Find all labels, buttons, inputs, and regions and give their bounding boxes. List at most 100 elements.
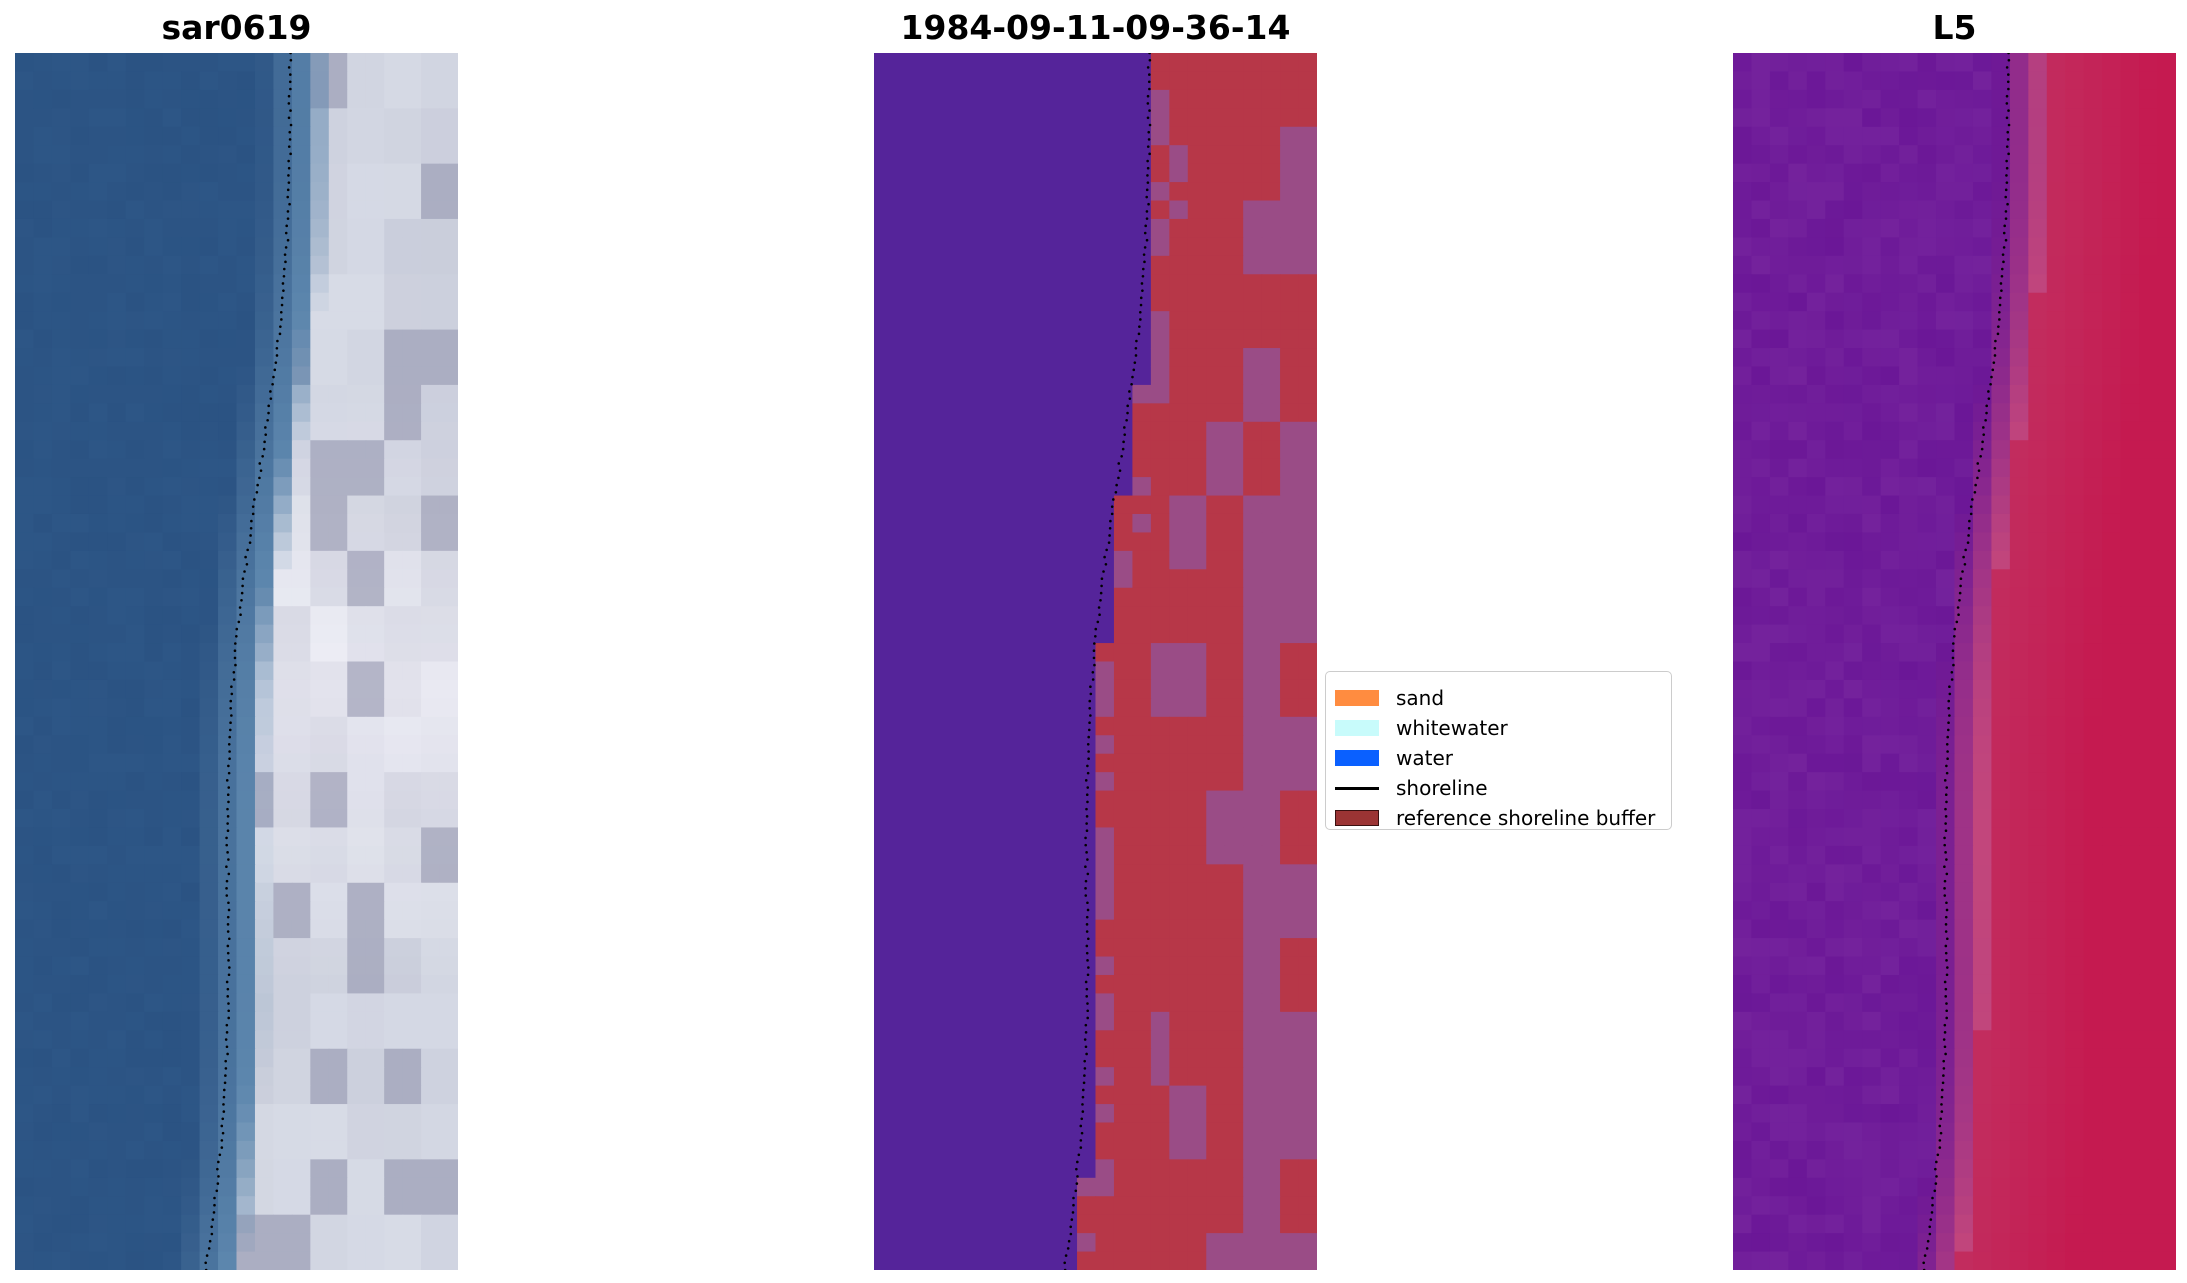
index-pixel bbox=[1843, 145, 1863, 165]
class-pixel bbox=[1298, 809, 1317, 829]
shoreline-point bbox=[1102, 570, 1105, 573]
index-pixel bbox=[1899, 1159, 1919, 1179]
image-pixel bbox=[421, 329, 441, 349]
index-pixel bbox=[1751, 864, 1771, 884]
class-pixel bbox=[1298, 735, 1317, 755]
image-pixel bbox=[384, 864, 404, 884]
image-pixel bbox=[310, 1251, 330, 1270]
image-pixel bbox=[328, 274, 348, 294]
image-pixel bbox=[88, 384, 108, 404]
image-pixel bbox=[88, 624, 108, 644]
image-pixel bbox=[162, 956, 182, 976]
shoreline-point bbox=[221, 1131, 225, 1135]
index-pixel bbox=[2046, 587, 2066, 607]
index-pixel bbox=[1843, 956, 1863, 976]
class-pixel bbox=[1113, 735, 1134, 755]
index-pixel bbox=[1899, 145, 1919, 165]
class-pixel bbox=[1132, 1196, 1152, 1216]
image-pixel bbox=[439, 182, 458, 202]
index-pixel bbox=[1751, 974, 1771, 995]
shoreline-point bbox=[262, 447, 266, 451]
shoreline-point bbox=[1971, 498, 1974, 501]
shoreline-point bbox=[215, 1189, 219, 1193]
class-pixel bbox=[1224, 1085, 1244, 1105]
image-pixel bbox=[384, 679, 404, 699]
image-pixel bbox=[107, 827, 127, 847]
image-pixel bbox=[162, 624, 182, 644]
whitewater-swatch bbox=[1335, 720, 1379, 736]
shoreline-point bbox=[1925, 1247, 1929, 1250]
class-pixel bbox=[1224, 384, 1244, 404]
index-pixel bbox=[1899, 200, 1919, 220]
image-pixel bbox=[88, 477, 108, 497]
image-pixel bbox=[144, 827, 164, 847]
image-pixel bbox=[365, 329, 385, 349]
image-pixel bbox=[15, 108, 35, 128]
index-pixel bbox=[2139, 679, 2159, 699]
index-pixel bbox=[1825, 274, 1845, 294]
image-pixel bbox=[70, 643, 90, 663]
class-pixel bbox=[1132, 1177, 1152, 1197]
class-pixel bbox=[1206, 1048, 1226, 1068]
image-pixel bbox=[199, 255, 219, 275]
class-pixel bbox=[1169, 1085, 1189, 1105]
shoreline-point bbox=[1144, 224, 1147, 228]
image-pixel bbox=[70, 827, 90, 847]
image-pixel bbox=[328, 919, 348, 939]
image-pixel bbox=[15, 679, 35, 699]
index-pixel bbox=[1991, 237, 2011, 257]
index-pixel bbox=[1751, 1104, 1771, 1124]
shoreline-point bbox=[280, 318, 283, 321]
index-pixel bbox=[1862, 587, 1882, 607]
shoreline-point bbox=[1086, 743, 1090, 746]
index-pixel bbox=[2102, 679, 2122, 699]
index-pixel bbox=[2139, 421, 2159, 441]
index-pixel bbox=[2083, 329, 2103, 349]
shoreline-point bbox=[2007, 73, 2010, 76]
class-pixel bbox=[1298, 624, 1317, 644]
image-pixel bbox=[144, 1233, 164, 1253]
index-pixel bbox=[1788, 901, 1808, 921]
class-pixel bbox=[1224, 163, 1244, 183]
index-pixel bbox=[2139, 1177, 2159, 1197]
index-pixel bbox=[1751, 403, 1771, 423]
image-pixel bbox=[162, 200, 182, 220]
image-pixel bbox=[51, 587, 71, 607]
image-pixel bbox=[218, 919, 238, 939]
index-pixel bbox=[1880, 237, 1900, 257]
class-pixel bbox=[1224, 827, 1244, 847]
image-pixel bbox=[236, 587, 256, 607]
shoreline-point bbox=[1084, 887, 1087, 890]
index-pixel bbox=[1825, 901, 1845, 921]
image-pixel bbox=[291, 1011, 311, 1031]
class-pixel bbox=[1280, 1122, 1300, 1142]
class-pixel bbox=[1298, 255, 1317, 275]
index-pixel bbox=[2009, 237, 2029, 257]
class-pixel bbox=[1132, 901, 1152, 921]
index-pixel bbox=[2157, 1196, 2176, 1216]
index-pixel bbox=[1769, 901, 1789, 921]
class-pixel bbox=[1243, 218, 1263, 238]
image-pixel bbox=[70, 864, 90, 884]
index-pixel bbox=[2083, 53, 2103, 73]
image-pixel bbox=[33, 974, 53, 995]
image-pixel bbox=[254, 218, 275, 238]
index-pixel bbox=[2120, 237, 2140, 257]
shoreline-point bbox=[1991, 368, 1995, 372]
image-pixel bbox=[402, 440, 422, 460]
index-pixel bbox=[1954, 956, 1974, 976]
index-pixel bbox=[1972, 1011, 1993, 1031]
image-pixel bbox=[15, 274, 35, 294]
shoreline-point bbox=[275, 346, 279, 350]
index-image bbox=[1733, 53, 2176, 1270]
index-pixel bbox=[1880, 735, 1900, 755]
shoreline-point bbox=[1063, 1268, 1067, 1270]
class-pixel bbox=[1280, 513, 1300, 534]
class-pixel bbox=[1169, 1048, 1189, 1068]
class-pixel bbox=[1095, 790, 1115, 810]
index-pixel bbox=[2120, 606, 2140, 626]
index-pixel bbox=[2009, 384, 2029, 404]
class-pixel bbox=[1150, 71, 1170, 91]
class-pixel bbox=[1169, 126, 1189, 146]
index-pixel bbox=[2065, 1196, 2085, 1216]
